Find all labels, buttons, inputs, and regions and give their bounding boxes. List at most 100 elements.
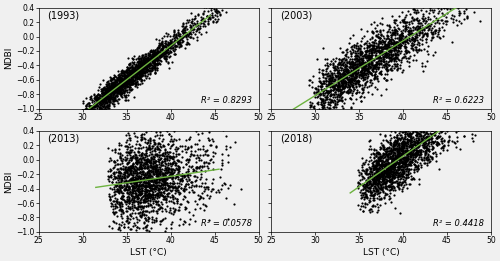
Point	[382, 163, 390, 167]
Point	[168, 41, 175, 46]
Point	[137, 62, 145, 66]
Point	[376, 176, 384, 180]
Point	[384, 63, 392, 67]
Point	[400, 159, 408, 164]
Point	[143, 190, 151, 194]
Point	[354, 82, 362, 87]
Point	[390, 46, 398, 50]
Point	[124, 78, 132, 82]
Point	[128, 70, 136, 74]
Point	[376, 164, 384, 168]
Point	[385, 149, 393, 153]
Point	[110, 98, 118, 102]
Point	[396, 66, 404, 70]
Point	[434, 11, 442, 15]
Point	[378, 184, 386, 188]
Point	[422, 128, 430, 132]
Point	[313, 95, 321, 99]
Point	[412, 31, 420, 35]
Point	[371, 72, 379, 76]
Point	[346, 72, 354, 76]
Point	[351, 82, 359, 87]
Point	[184, 173, 192, 177]
Point	[198, 131, 206, 135]
Point	[122, 65, 130, 69]
Point	[192, 19, 200, 23]
Point	[134, 200, 141, 204]
Point	[364, 67, 372, 71]
Point	[362, 169, 370, 173]
Point	[396, 129, 404, 133]
Point	[403, 139, 411, 144]
Point	[113, 197, 121, 201]
Point	[138, 182, 146, 186]
Point	[152, 163, 160, 167]
Point	[108, 80, 116, 85]
Point	[215, 190, 223, 194]
Point	[386, 39, 394, 43]
Point	[166, 181, 174, 185]
Point	[140, 161, 148, 165]
Point	[398, 156, 406, 160]
Point	[329, 85, 337, 89]
Point	[322, 90, 330, 94]
Point	[108, 77, 116, 81]
Point	[204, 185, 212, 189]
Point	[326, 69, 334, 73]
Point	[172, 32, 180, 36]
Point	[415, 144, 423, 148]
Point	[139, 183, 147, 187]
Point	[410, 146, 418, 151]
Point	[156, 55, 164, 59]
Point	[218, 152, 226, 156]
Point	[393, 138, 401, 143]
Point	[136, 69, 144, 73]
Point	[410, 45, 418, 49]
Point	[130, 131, 138, 135]
Point	[404, 50, 411, 54]
Point	[144, 140, 152, 145]
Point	[164, 210, 172, 214]
Point	[128, 71, 136, 75]
Point	[398, 147, 406, 151]
Point	[170, 142, 177, 146]
Point	[136, 213, 144, 217]
Point	[410, 127, 418, 131]
Point	[431, 126, 439, 130]
Point	[370, 44, 378, 48]
Point	[198, 202, 206, 206]
Point	[468, 132, 476, 136]
Point	[136, 67, 144, 71]
Point	[116, 207, 124, 211]
Point	[410, 148, 418, 152]
Point	[106, 91, 114, 95]
Point	[402, 175, 410, 179]
Point	[394, 167, 402, 171]
Point	[397, 148, 405, 152]
Point	[362, 201, 370, 206]
Point	[344, 73, 351, 77]
Point	[404, 29, 412, 33]
Point	[323, 63, 331, 67]
Point	[367, 51, 375, 55]
Point	[144, 192, 152, 197]
Point	[152, 219, 160, 223]
Point	[398, 142, 406, 146]
Point	[111, 96, 119, 100]
Point	[386, 27, 394, 31]
Point	[113, 186, 121, 191]
Point	[335, 85, 343, 89]
Point	[404, 151, 411, 156]
Point	[160, 185, 168, 189]
Point	[122, 76, 130, 80]
Point	[384, 170, 392, 175]
Point	[129, 61, 137, 65]
Point	[344, 69, 351, 73]
Point	[377, 58, 385, 63]
Point	[122, 185, 130, 189]
Point	[98, 88, 106, 92]
Point	[352, 74, 360, 78]
Point	[180, 28, 188, 32]
Point	[160, 164, 168, 168]
Point	[196, 206, 204, 210]
